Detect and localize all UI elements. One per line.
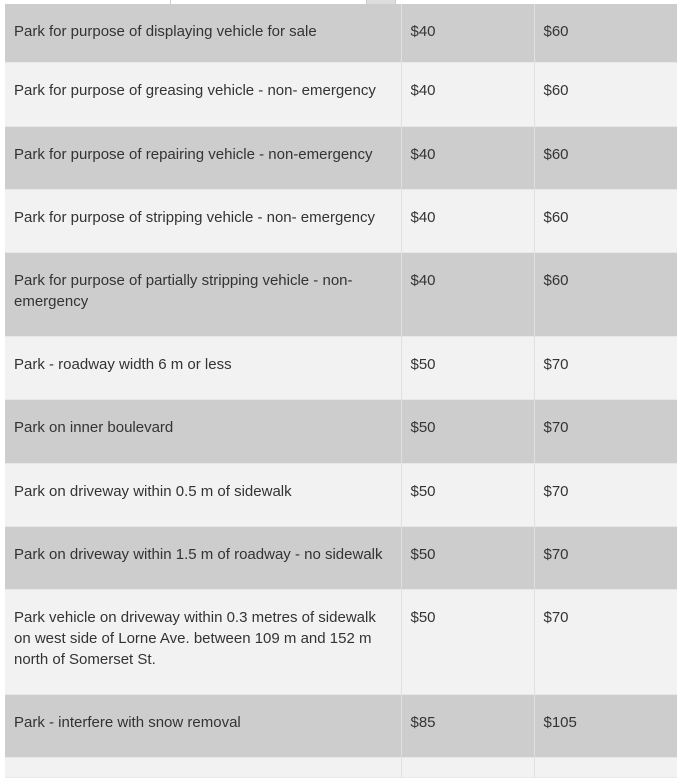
late-fine-cell: $70 [533, 526, 677, 589]
table-row: Park on inner boulevard $50 $70 [5, 399, 677, 463]
description-cell: Park on driveway within 1.5 m of roadway… [5, 526, 401, 589]
late-fine-cell [533, 757, 677, 777]
table-row: Park for purpose of stripping vehicle - … [5, 189, 677, 252]
description-cell: Park for purpose of displaying vehicle f… [5, 4, 401, 62]
description-cell: Park on driveway within 0.5 m of sidewal… [5, 463, 401, 526]
fine-cell: $85 [400, 694, 534, 757]
table-row [5, 757, 677, 777]
fine-cell: $40 [400, 126, 534, 189]
fine-cell: $50 [400, 336, 534, 399]
fine-cell: $50 [400, 526, 534, 589]
late-fine-cell: $70 [533, 336, 677, 399]
late-fine-cell: $60 [533, 252, 677, 336]
fine-cell: $50 [400, 589, 534, 694]
description-cell: Park vehicle on driveway within 0.3 metr… [5, 589, 401, 694]
late-fine-cell: $70 [533, 463, 677, 526]
late-fine-cell: $70 [533, 589, 677, 694]
table-row: Park on driveway within 1.5 m of roadway… [5, 526, 677, 589]
late-fine-cell: $60 [533, 189, 677, 252]
description-cell: Park for purpose of partially stripping … [5, 252, 401, 336]
table-row: Park for purpose of partially stripping … [5, 252, 677, 336]
description-cell: Park for purpose of stripping vehicle - … [5, 189, 401, 252]
table-row: Park vehicle on driveway within 0.3 metr… [5, 589, 677, 694]
description-cell: Park - roadway width 6 m or less [5, 336, 401, 399]
fine-cell: $40 [400, 4, 534, 62]
fine-cell: $40 [400, 189, 534, 252]
fine-cell [400, 757, 534, 777]
fine-cell: $40 [400, 62, 534, 126]
top-control-partial [170, 0, 396, 4]
description-cell: Park on inner boulevard [5, 399, 401, 463]
dropdown-button[interactable] [366, 0, 395, 4]
fine-cell: $50 [400, 463, 534, 526]
description-cell: Park for purpose of repairing vehicle - … [5, 126, 401, 189]
description-cell: Park for purpose of greasing vehicle - n… [5, 62, 401, 126]
fines-table: Park for purpose of displaying vehicle f… [5, 4, 677, 778]
table-row: Park for purpose of repairing vehicle - … [5, 126, 677, 189]
table-row: Park - interfere with snow removal $85 $10… [5, 694, 677, 757]
late-fine-cell: $60 [533, 62, 677, 126]
late-fine-cell: $105 [533, 694, 677, 757]
table-row: Park - roadway width 6 m or less $50 $70 [5, 336, 677, 399]
table-row: Park on driveway within 0.5 m of sidewal… [5, 463, 677, 526]
fine-cell: $50 [400, 399, 534, 463]
description-cell: Park - interfere with snow removal [5, 694, 401, 757]
fine-cell: $40 [400, 252, 534, 336]
late-fine-cell: $70 [533, 399, 677, 463]
late-fine-cell: $60 [533, 126, 677, 189]
description-cell [5, 757, 401, 777]
late-fine-cell: $60 [533, 4, 677, 62]
table-row: Park for purpose of displaying vehicle f… [5, 4, 677, 62]
table-row: Park for purpose of greasing vehicle - n… [5, 62, 677, 126]
